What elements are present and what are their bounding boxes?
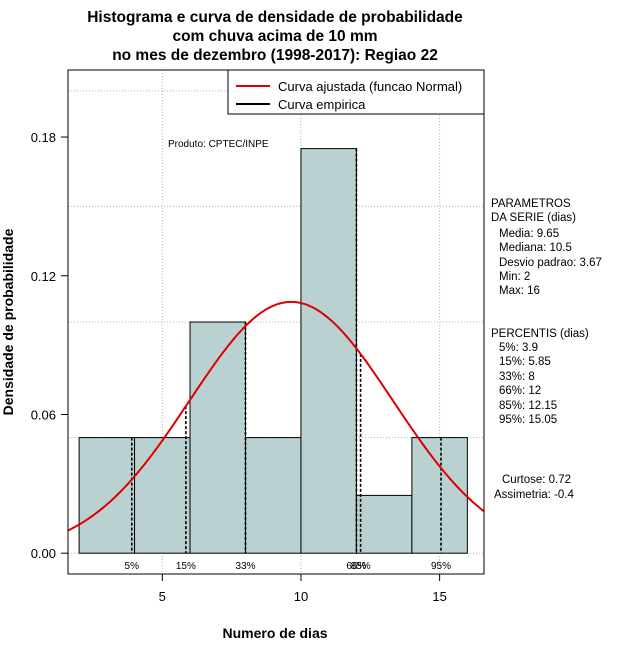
- legend-box: [227, 69, 485, 115]
- y-tick-label-0: 0.00: [31, 546, 56, 561]
- histogram-bars: [78, 148, 468, 554]
- percentil-95: 95%: 15.05: [499, 414, 557, 426]
- percentile-label-3: 66%: [346, 561, 366, 572]
- histogram-bar-0: [78, 437, 136, 554]
- percentil-15: 15%: 5.85: [499, 356, 551, 368]
- percentil-5: 5%: 3.9: [499, 342, 538, 354]
- histogram-bar-2: [189, 321, 246, 554]
- x-axis: 5 10 15: [159, 574, 447, 604]
- param-max: Max: 16: [499, 285, 540, 297]
- x-tick-label-0: 5: [159, 589, 166, 604]
- param-media: Media: 9.65: [499, 228, 559, 240]
- params-title-2: DA SERIE (dias): [491, 212, 576, 224]
- percentile-lines: [130, 148, 442, 554]
- assimetria: Assimetria: -0.4: [494, 489, 574, 501]
- chart-title-line-2: com chuva acima de 10 mm: [172, 28, 377, 45]
- percentile-label-2: 33%: [235, 561, 255, 572]
- percentis-title: PERCENTIS (dias): [491, 328, 589, 340]
- param-min: Min: 2: [499, 271, 530, 283]
- x-tick-label-2: 15: [432, 589, 446, 604]
- legend-label-fit: Curva ajustada (funcao Normal): [278, 79, 462, 94]
- y-axis: 0.00 0.06 0.12 0.18: [31, 130, 68, 561]
- chart-title-line-3: no mes de dezembro (1998-2017): Regiao 2…: [112, 47, 438, 64]
- legend-label-empirical: Curva empirica: [278, 97, 366, 112]
- histogram-bar-4: [300, 148, 357, 554]
- params-title-1: PARAMETROS: [491, 198, 571, 210]
- y-tick-label-2: 0.12: [31, 269, 56, 284]
- percentile-labels: 5% 15% 33% 66%85% 95%: [125, 561, 452, 572]
- histogram-bar-1: [134, 437, 191, 554]
- y-axis-label: Densidade de probabilidade: [0, 228, 16, 415]
- curtose: Curtose: 0.72: [502, 474, 571, 486]
- percentile-label-4: 85%: [351, 561, 371, 572]
- percentil-66: 66%: 12: [499, 385, 541, 397]
- percentil-85: 85%: 12.15: [499, 400, 557, 412]
- legend: Curva ajustada (funcao Normal) Curva emp…: [227, 69, 485, 115]
- y-tick-label-3: 0.18: [31, 130, 56, 145]
- product-annotation: Produto: CPTEC/INPE: [168, 139, 269, 150]
- histogram-bar-5: [355, 494, 413, 554]
- histogram-bar-3: [244, 437, 302, 554]
- percentil-33: 33%: 8: [499, 371, 535, 383]
- percentile-label-0: 5%: [125, 561, 140, 572]
- side-panel: PARAMETROS DA SERIE (dias) Media: 9.65 M…: [491, 198, 602, 501]
- x-axis-label: Numero de dias: [222, 625, 327, 641]
- param-mediana: Mediana: 10.5: [499, 242, 572, 254]
- x-tick-label-1: 10: [294, 589, 308, 604]
- chart-title-line-1: Histograma e curva de densidade de proba…: [87, 9, 463, 26]
- histogram-bar-6: [411, 437, 468, 554]
- normal-fit-curve: [67, 300, 485, 532]
- percentile-label-5: 95%: [431, 561, 451, 572]
- percentile-label-1: 15%: [176, 561, 196, 572]
- y-tick-label-1: 0.06: [31, 407, 56, 422]
- param-desvio: Desvio padrao: 3.67: [499, 257, 602, 269]
